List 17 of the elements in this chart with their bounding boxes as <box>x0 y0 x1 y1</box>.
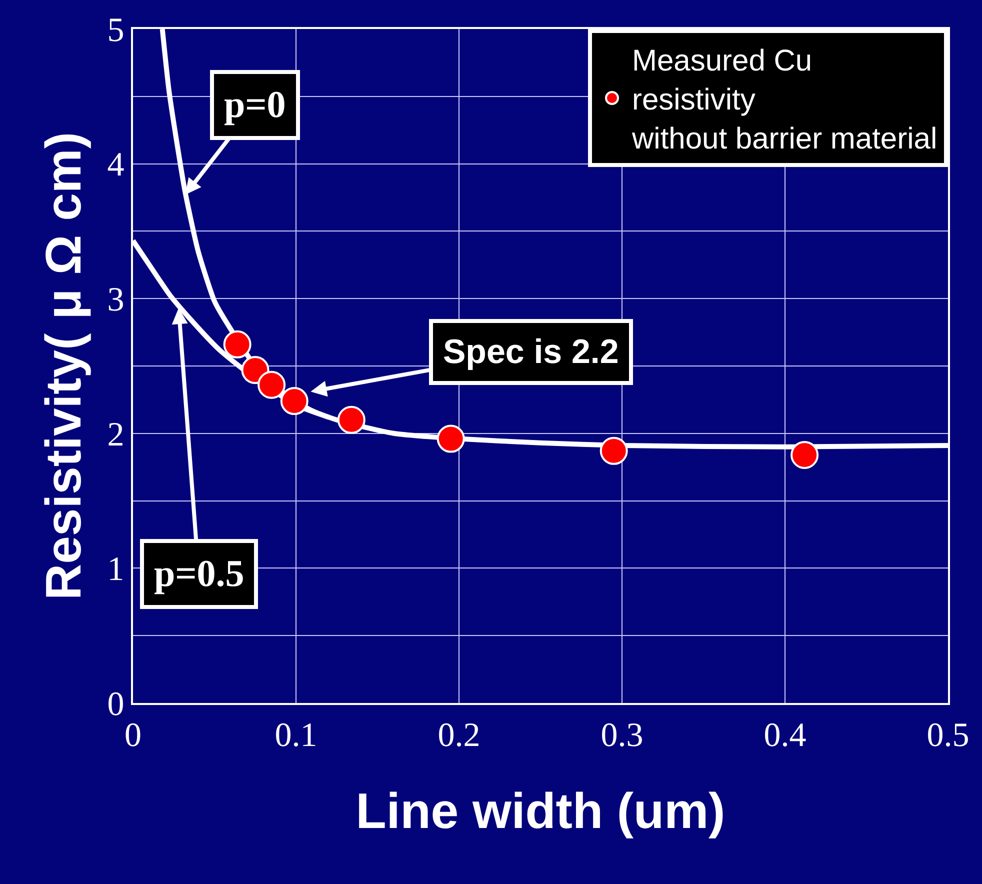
annotation: p=0.5 <box>154 553 244 595</box>
y-tick-label: 4 <box>107 146 124 184</box>
y-tick-label: 0 <box>107 686 124 723</box>
y-axis-title: Resistivity( μ Ω cm) <box>36 132 92 600</box>
y-tick-label: 3 <box>107 282 124 318</box>
x-axis-title: Line width (um) <box>356 782 726 839</box>
annotation: Spec is 2.2 <box>443 333 619 371</box>
x-tick-label: 0.2 <box>438 716 480 754</box>
x-tick-label: 0.5 <box>926 716 970 754</box>
x-tick-label: 0.1 <box>274 716 318 754</box>
x-tick-label: 0.4 <box>764 716 806 754</box>
annotation: p=0 <box>224 84 286 126</box>
x-tick-label: 0.3 <box>600 716 644 754</box>
y-tick-label: 1 <box>107 551 124 588</box>
y-tick-label: 5 <box>107 12 124 49</box>
legend-label: Measured Cu resistivity without barrier material <box>631 44 938 156</box>
y-tick-label: 2 <box>107 416 124 454</box>
